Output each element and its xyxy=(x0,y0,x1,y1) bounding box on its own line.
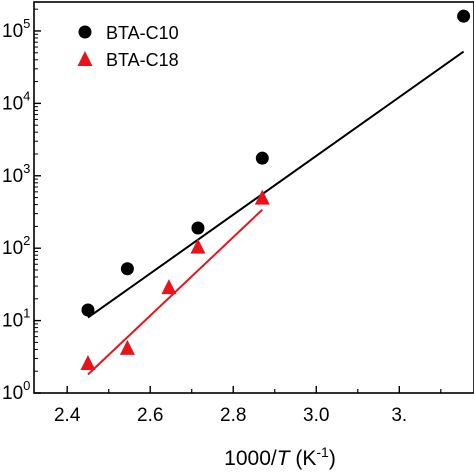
x-tick-label: 3. xyxy=(391,405,407,426)
x-tick-label: 2.8 xyxy=(220,405,246,426)
x-axis-title: 1000/T (K-1) xyxy=(224,444,336,470)
legend-label: BTA-C18 xyxy=(106,50,179,70)
legend-label: BTA-C10 xyxy=(106,23,179,43)
y-tick-exponent: 3 xyxy=(23,161,30,176)
x-tick-label: 3.0 xyxy=(303,405,329,426)
fit-line xyxy=(87,50,465,319)
data-point xyxy=(80,354,96,370)
x-axis-title-middle: (K xyxy=(290,447,317,470)
ticks-layer xyxy=(34,8,442,394)
y-tick-label: 104 xyxy=(2,88,30,114)
y-tick-base: 10 xyxy=(2,311,23,332)
legend-marker xyxy=(77,51,93,66)
y-tick-exponent: 4 xyxy=(23,88,30,103)
data-point xyxy=(81,303,95,317)
fit-lines xyxy=(87,50,465,376)
x-axis-title-italic: T xyxy=(277,447,292,470)
y-tick-base: 10 xyxy=(2,93,23,114)
data-point xyxy=(119,339,135,355)
x-tick-label: 2.4 xyxy=(54,405,81,426)
x-tick-label: 2.6 xyxy=(137,405,163,426)
plot-frame xyxy=(33,1,474,394)
data-point xyxy=(190,238,206,254)
data-points xyxy=(80,9,471,370)
x-axis-title-suffix: ) xyxy=(329,447,336,470)
legend-marker xyxy=(78,25,92,39)
y-tick-exponent: 1 xyxy=(23,306,30,321)
y-tick-base: 10 xyxy=(2,21,23,42)
y-tick-exponent: 0 xyxy=(23,378,30,393)
y-tick-base: 10 xyxy=(2,238,23,259)
data-point xyxy=(161,279,177,295)
data-point xyxy=(191,221,205,235)
y-tick-label: 102 xyxy=(2,233,30,259)
y-tick-label: 105 xyxy=(2,16,30,42)
y-tick-exponent: 5 xyxy=(23,16,30,31)
y-tick-base: 10 xyxy=(2,383,23,404)
y-tick-exponent: 2 xyxy=(23,233,30,248)
legend: BTA-C10 BTA-C18 xyxy=(77,23,179,70)
y-tick-label: 103 xyxy=(2,161,30,187)
y-tick-label: 101 xyxy=(2,306,30,332)
data-point xyxy=(457,9,471,23)
data-point xyxy=(254,189,270,205)
y-tick-base: 10 xyxy=(2,166,23,187)
x-axis-title-prefix: 1000/ xyxy=(224,447,277,470)
y-tick-label: 100 xyxy=(2,378,30,404)
data-point xyxy=(120,262,134,276)
x-axis-title-sup: -1 xyxy=(316,444,329,460)
data-point xyxy=(255,151,269,165)
